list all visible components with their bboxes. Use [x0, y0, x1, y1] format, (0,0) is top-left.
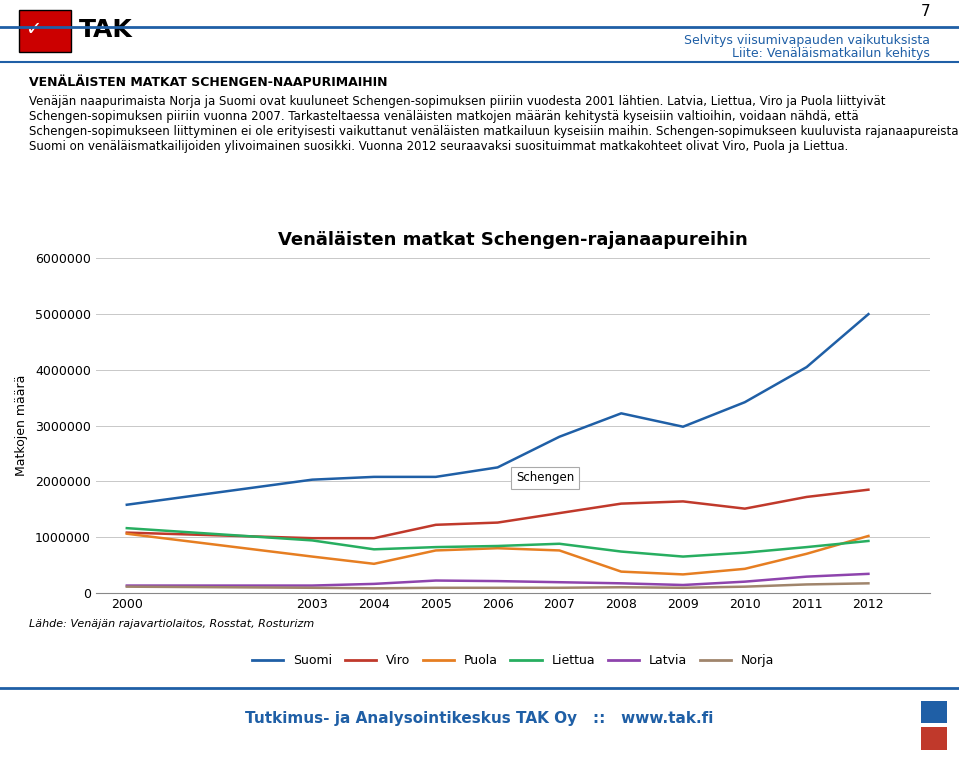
Text: Schengen: Schengen — [516, 471, 574, 484]
Text: Selvitys viisumivapauden vaikutuksista: Selvitys viisumivapauden vaikutuksista — [684, 34, 930, 47]
Text: Liite: Venäläismatkailun kehitys: Liite: Venäläismatkailun kehitys — [733, 47, 930, 60]
Y-axis label: Matkojen määrä: Matkojen määrä — [15, 375, 28, 477]
Text: ✓: ✓ — [25, 21, 41, 40]
Text: TAK: TAK — [79, 17, 132, 42]
Legend: Suomi, Viro, Puola, Liettua, Latvia, Norja: Suomi, Viro, Puola, Liettua, Latvia, Nor… — [246, 649, 780, 672]
FancyBboxPatch shape — [19, 10, 71, 52]
Text: Tutkimus- ja Analysointikeskus TAK Oy   ::   www.tak.fi: Tutkimus- ja Analysointikeskus TAK Oy ::… — [246, 711, 713, 726]
Text: Venäjän naapurimaista Norja ja Suomi ovat kuuluneet Schengen-sopimuksen piiriin : Venäjän naapurimaista Norja ja Suomi ova… — [29, 95, 958, 153]
Bar — [921, 701, 947, 724]
Text: Lähde: Venäjän rajavartiolaitos, Rosstat, Rosturizm: Lähde: Venäjän rajavartiolaitos, Rosstat… — [29, 619, 314, 629]
Text: VENÄLÄISTEN MATKAT SCHENGEN-NAAPURIMAIHIN: VENÄLÄISTEN MATKAT SCHENGEN-NAAPURIMAIHI… — [29, 76, 387, 89]
Bar — [921, 727, 947, 749]
Text: 7: 7 — [921, 4, 930, 19]
Title: Venäläisten matkat Schengen-rajanaapureihin: Venäläisten matkat Schengen-rajanaapurei… — [278, 230, 748, 249]
